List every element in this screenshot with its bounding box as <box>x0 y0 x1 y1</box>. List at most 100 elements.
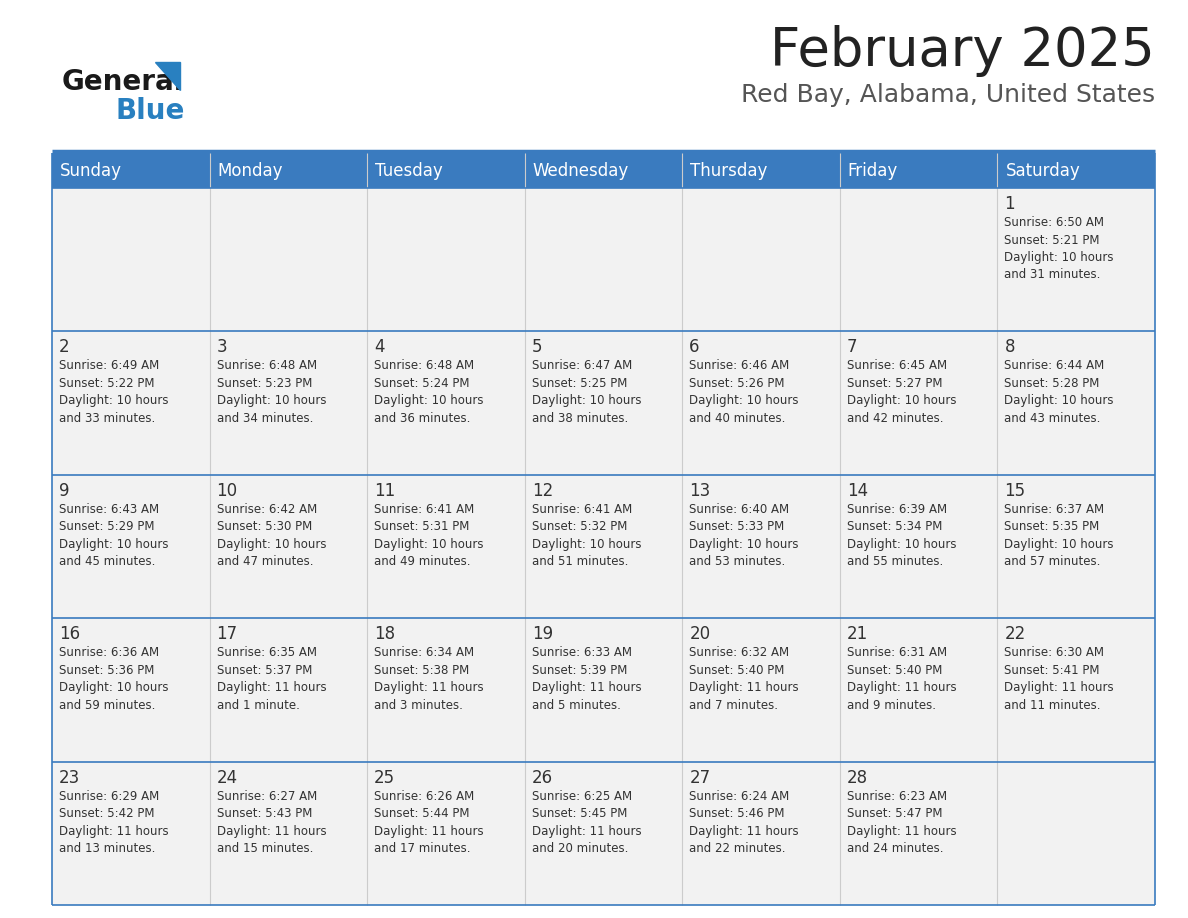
Text: Sunrise: 6:49 AM
Sunset: 5:22 PM
Daylight: 10 hours
and 33 minutes.: Sunrise: 6:49 AM Sunset: 5:22 PM Dayligh… <box>59 360 169 425</box>
Bar <box>209 475 367 618</box>
Bar <box>52 188 209 331</box>
Text: Sunrise: 6:26 AM
Sunset: 5:44 PM
Daylight: 11 hours
and 17 minutes.: Sunrise: 6:26 AM Sunset: 5:44 PM Dayligh… <box>374 789 484 855</box>
Text: February 2025: February 2025 <box>770 25 1155 77</box>
Text: Sunrise: 6:32 AM
Sunset: 5:40 PM
Daylight: 11 hours
and 7 minutes.: Sunrise: 6:32 AM Sunset: 5:40 PM Dayligh… <box>689 646 798 711</box>
Text: Sunrise: 6:42 AM
Sunset: 5:30 PM
Daylight: 10 hours
and 47 minutes.: Sunrise: 6:42 AM Sunset: 5:30 PM Dayligh… <box>216 503 326 568</box>
Text: 28: 28 <box>847 768 868 787</box>
Text: 18: 18 <box>374 625 396 644</box>
Text: Sunrise: 6:39 AM
Sunset: 5:34 PM
Daylight: 10 hours
and 55 minutes.: Sunrise: 6:39 AM Sunset: 5:34 PM Dayligh… <box>847 503 956 568</box>
Bar <box>367 475 525 618</box>
Bar <box>682 188 840 331</box>
Bar <box>52 153 209 188</box>
Text: Sunrise: 6:45 AM
Sunset: 5:27 PM
Daylight: 10 hours
and 42 minutes.: Sunrise: 6:45 AM Sunset: 5:27 PM Dayligh… <box>847 360 956 425</box>
Bar <box>209 762 367 905</box>
Bar <box>840 762 998 905</box>
Bar <box>209 618 367 762</box>
Text: Blue: Blue <box>115 97 184 125</box>
Bar <box>209 153 367 188</box>
Bar <box>682 475 840 618</box>
Text: Saturday: Saturday <box>1005 162 1080 180</box>
Bar <box>52 331 209 475</box>
Text: 8: 8 <box>1004 339 1015 356</box>
Text: Sunrise: 6:31 AM
Sunset: 5:40 PM
Daylight: 11 hours
and 9 minutes.: Sunrise: 6:31 AM Sunset: 5:40 PM Dayligh… <box>847 646 956 711</box>
Text: 6: 6 <box>689 339 700 356</box>
Bar <box>525 762 682 905</box>
Text: 20: 20 <box>689 625 710 644</box>
Text: 21: 21 <box>847 625 868 644</box>
Bar <box>52 618 209 762</box>
Text: 14: 14 <box>847 482 868 499</box>
Text: Friday: Friday <box>848 162 898 180</box>
Text: 16: 16 <box>59 625 80 644</box>
Bar <box>840 331 998 475</box>
Bar <box>998 762 1155 905</box>
Text: 19: 19 <box>532 625 552 644</box>
Bar <box>52 475 209 618</box>
Bar <box>367 331 525 475</box>
Bar <box>209 188 367 331</box>
Text: Red Bay, Alabama, United States: Red Bay, Alabama, United States <box>741 83 1155 107</box>
Text: Sunrise: 6:24 AM
Sunset: 5:46 PM
Daylight: 11 hours
and 22 minutes.: Sunrise: 6:24 AM Sunset: 5:46 PM Dayligh… <box>689 789 798 855</box>
Text: 22: 22 <box>1004 625 1025 644</box>
Bar <box>525 153 682 188</box>
Text: 12: 12 <box>532 482 552 499</box>
Text: 23: 23 <box>59 768 81 787</box>
Bar <box>682 618 840 762</box>
Text: Sunrise: 6:48 AM
Sunset: 5:23 PM
Daylight: 10 hours
and 34 minutes.: Sunrise: 6:48 AM Sunset: 5:23 PM Dayligh… <box>216 360 326 425</box>
Text: Sunrise: 6:36 AM
Sunset: 5:36 PM
Daylight: 10 hours
and 59 minutes.: Sunrise: 6:36 AM Sunset: 5:36 PM Dayligh… <box>59 646 169 711</box>
Bar <box>998 153 1155 188</box>
Text: 13: 13 <box>689 482 710 499</box>
Bar <box>525 188 682 331</box>
Text: Sunrise: 6:41 AM
Sunset: 5:31 PM
Daylight: 10 hours
and 49 minutes.: Sunrise: 6:41 AM Sunset: 5:31 PM Dayligh… <box>374 503 484 568</box>
Bar <box>840 618 998 762</box>
Bar <box>367 188 525 331</box>
Text: 5: 5 <box>532 339 542 356</box>
Bar <box>682 153 840 188</box>
Text: Sunday: Sunday <box>61 162 122 180</box>
Bar <box>682 762 840 905</box>
Polygon shape <box>154 62 181 90</box>
Text: Monday: Monday <box>217 162 283 180</box>
Text: 27: 27 <box>689 768 710 787</box>
Bar <box>525 618 682 762</box>
Text: 2: 2 <box>59 339 70 356</box>
Text: Sunrise: 6:40 AM
Sunset: 5:33 PM
Daylight: 10 hours
and 53 minutes.: Sunrise: 6:40 AM Sunset: 5:33 PM Dayligh… <box>689 503 798 568</box>
Text: Sunrise: 6:30 AM
Sunset: 5:41 PM
Daylight: 11 hours
and 11 minutes.: Sunrise: 6:30 AM Sunset: 5:41 PM Dayligh… <box>1004 646 1114 711</box>
Text: Sunrise: 6:44 AM
Sunset: 5:28 PM
Daylight: 10 hours
and 43 minutes.: Sunrise: 6:44 AM Sunset: 5:28 PM Dayligh… <box>1004 360 1114 425</box>
Bar <box>998 475 1155 618</box>
Text: Sunrise: 6:35 AM
Sunset: 5:37 PM
Daylight: 11 hours
and 1 minute.: Sunrise: 6:35 AM Sunset: 5:37 PM Dayligh… <box>216 646 327 711</box>
Bar <box>840 475 998 618</box>
Text: Sunrise: 6:41 AM
Sunset: 5:32 PM
Daylight: 10 hours
and 51 minutes.: Sunrise: 6:41 AM Sunset: 5:32 PM Dayligh… <box>532 503 642 568</box>
Text: 4: 4 <box>374 339 385 356</box>
Text: 11: 11 <box>374 482 396 499</box>
Text: Sunrise: 6:33 AM
Sunset: 5:39 PM
Daylight: 11 hours
and 5 minutes.: Sunrise: 6:33 AM Sunset: 5:39 PM Dayligh… <box>532 646 642 711</box>
Text: Sunrise: 6:43 AM
Sunset: 5:29 PM
Daylight: 10 hours
and 45 minutes.: Sunrise: 6:43 AM Sunset: 5:29 PM Dayligh… <box>59 503 169 568</box>
Text: 15: 15 <box>1004 482 1025 499</box>
Bar <box>998 618 1155 762</box>
Text: Sunrise: 6:47 AM
Sunset: 5:25 PM
Daylight: 10 hours
and 38 minutes.: Sunrise: 6:47 AM Sunset: 5:25 PM Dayligh… <box>532 360 642 425</box>
Text: Tuesday: Tuesday <box>375 162 443 180</box>
Text: 3: 3 <box>216 339 227 356</box>
Bar <box>367 618 525 762</box>
Bar <box>209 331 367 475</box>
Text: 25: 25 <box>374 768 396 787</box>
Text: Sunrise: 6:27 AM
Sunset: 5:43 PM
Daylight: 11 hours
and 15 minutes.: Sunrise: 6:27 AM Sunset: 5:43 PM Dayligh… <box>216 789 327 855</box>
Text: 1: 1 <box>1004 195 1015 213</box>
Text: Wednesday: Wednesday <box>532 162 628 180</box>
Text: 9: 9 <box>59 482 70 499</box>
Text: 7: 7 <box>847 339 858 356</box>
Bar <box>367 153 525 188</box>
Text: Sunrise: 6:37 AM
Sunset: 5:35 PM
Daylight: 10 hours
and 57 minutes.: Sunrise: 6:37 AM Sunset: 5:35 PM Dayligh… <box>1004 503 1114 568</box>
Bar <box>840 188 998 331</box>
Bar <box>525 331 682 475</box>
Text: Sunrise: 6:25 AM
Sunset: 5:45 PM
Daylight: 11 hours
and 20 minutes.: Sunrise: 6:25 AM Sunset: 5:45 PM Dayligh… <box>532 789 642 855</box>
Bar <box>840 153 998 188</box>
Text: 24: 24 <box>216 768 238 787</box>
Text: Sunrise: 6:23 AM
Sunset: 5:47 PM
Daylight: 11 hours
and 24 minutes.: Sunrise: 6:23 AM Sunset: 5:47 PM Dayligh… <box>847 789 956 855</box>
Text: Thursday: Thursday <box>690 162 767 180</box>
Bar <box>998 188 1155 331</box>
Text: 26: 26 <box>532 768 552 787</box>
Bar <box>525 475 682 618</box>
Text: General: General <box>62 68 184 96</box>
Bar <box>682 331 840 475</box>
